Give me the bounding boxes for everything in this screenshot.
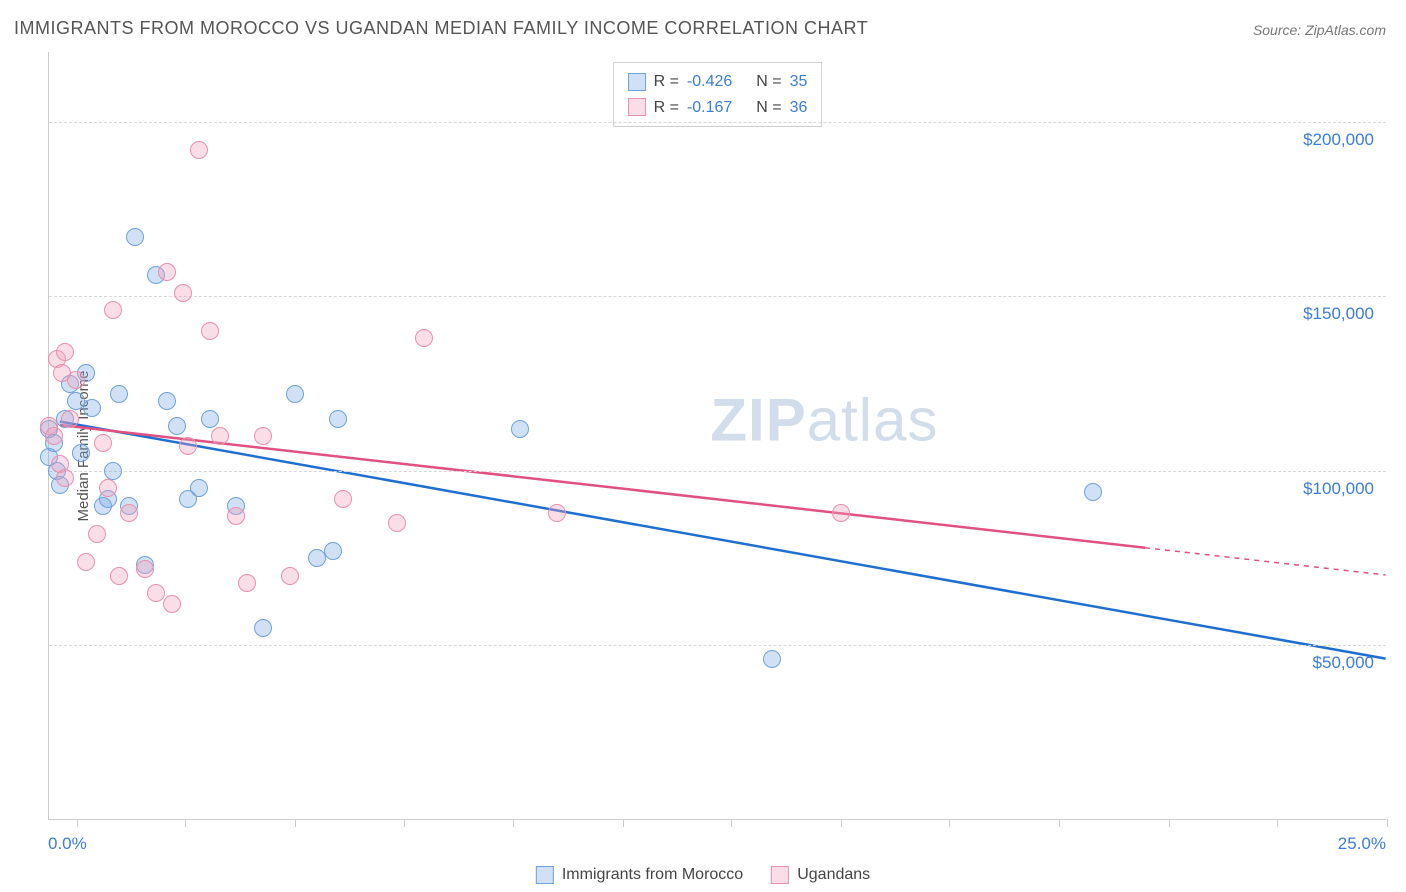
watermark-rest: atlas [807, 387, 939, 454]
data-point-ugandans [147, 584, 165, 602]
chart-title: IMMIGRANTS FROM MOROCCO VS UGANDAN MEDIA… [14, 18, 868, 39]
legend-swatch-ugandans [628, 98, 646, 116]
data-point-ugandans [163, 595, 181, 613]
data-point-morocco [254, 619, 272, 637]
x-tick [185, 819, 186, 827]
data-point-ugandans [238, 574, 256, 592]
data-point-morocco [126, 228, 144, 246]
trendlines-svg [49, 52, 1386, 819]
data-point-ugandans [254, 427, 272, 445]
data-point-ugandans [190, 141, 208, 159]
watermark-text: ZIPatlas [710, 386, 938, 455]
legend-item-ugandans: Ugandans [771, 866, 870, 884]
data-point-ugandans [61, 410, 79, 428]
r-value-morocco: -0.426 [687, 69, 732, 95]
data-point-ugandans [120, 504, 138, 522]
x-tick [1277, 819, 1278, 827]
data-point-ugandans [77, 553, 95, 571]
data-point-ugandans [174, 284, 192, 302]
data-point-morocco [168, 417, 186, 435]
gridline-horizontal [49, 645, 1386, 646]
legend-swatch-ugandans [771, 866, 789, 884]
legend-correlation-box: R = -0.426 N = 35 R = -0.167 N = 36 [613, 62, 823, 127]
legend-label-morocco: Immigrants from Morocco [562, 866, 743, 884]
data-point-ugandans [99, 479, 117, 497]
data-point-ugandans [110, 567, 128, 585]
watermark-bold: ZIP [710, 387, 806, 454]
gridline-horizontal [49, 471, 1386, 472]
data-point-ugandans [548, 504, 566, 522]
data-point-morocco [72, 444, 90, 462]
data-point-morocco [324, 542, 342, 560]
n-value-morocco: 35 [790, 69, 808, 95]
x-tick [1169, 819, 1170, 827]
y-tick-label: $200,000 [1303, 130, 1374, 150]
data-point-ugandans [67, 371, 85, 389]
x-tick [841, 819, 842, 827]
source-value: ZipAtlas.com [1305, 22, 1386, 38]
x-axis-end-label: 25.0% [1338, 834, 1386, 854]
legend-series-box: Immigrants from Morocco Ugandans [536, 866, 870, 884]
data-point-ugandans [104, 301, 122, 319]
y-tick-label: $150,000 [1303, 304, 1374, 324]
data-point-morocco [329, 410, 347, 428]
data-point-ugandans [45, 427, 63, 445]
x-tick [731, 819, 732, 827]
gridline-horizontal [49, 296, 1386, 297]
legend-row-morocco: R = -0.426 N = 35 [628, 69, 808, 95]
source-label: Source: [1253, 22, 1305, 38]
plot-area: ZIPatlas R = -0.426 N = 35 R = -0.167 N … [48, 52, 1386, 820]
data-point-ugandans [94, 434, 112, 452]
data-point-morocco [83, 399, 101, 417]
data-point-ugandans [415, 329, 433, 347]
r-value-ugandans: -0.167 [687, 95, 732, 121]
chart-source: Source: ZipAtlas.com [1253, 22, 1386, 38]
data-point-ugandans [201, 322, 219, 340]
data-point-morocco [190, 479, 208, 497]
legend-item-morocco: Immigrants from Morocco [536, 866, 743, 884]
r-label: R = [654, 69, 679, 95]
data-point-ugandans [227, 507, 245, 525]
x-tick [1059, 819, 1060, 827]
x-tick [1387, 819, 1388, 827]
y-tick-label: $50,000 [1313, 653, 1374, 673]
x-tick [623, 819, 624, 827]
data-point-ugandans [56, 343, 74, 361]
gridline-horizontal [49, 122, 1386, 123]
data-point-morocco [763, 650, 781, 668]
x-tick [77, 819, 78, 827]
n-value-ugandans: 36 [790, 95, 808, 121]
x-tick [295, 819, 296, 827]
data-point-ugandans [334, 490, 352, 508]
legend-swatch-morocco [628, 73, 646, 91]
chart-container: IMMIGRANTS FROM MOROCCO VS UGANDAN MEDIA… [0, 0, 1406, 892]
data-point-morocco [1084, 483, 1102, 501]
data-point-morocco [110, 385, 128, 403]
y-tick-label: $100,000 [1303, 479, 1374, 499]
x-tick [949, 819, 950, 827]
legend-label-ugandans: Ugandans [797, 866, 870, 884]
x-axis-start-label: 0.0% [48, 834, 87, 854]
data-point-ugandans [158, 263, 176, 281]
data-point-morocco [201, 410, 219, 428]
legend-row-ugandans: R = -0.167 N = 36 [628, 95, 808, 121]
data-point-morocco [158, 392, 176, 410]
r-label: R = [654, 95, 679, 121]
data-point-ugandans [179, 437, 197, 455]
data-point-ugandans [88, 525, 106, 543]
data-point-morocco [511, 420, 529, 438]
n-label: N = [756, 95, 781, 121]
data-point-morocco [286, 385, 304, 403]
n-label: N = [756, 69, 781, 95]
data-point-ugandans [388, 514, 406, 532]
data-point-ugandans [832, 504, 850, 522]
legend-swatch-morocco [536, 866, 554, 884]
data-point-ugandans [56, 469, 74, 487]
data-point-ugandans [211, 427, 229, 445]
data-point-morocco [104, 462, 122, 480]
data-point-ugandans [281, 567, 299, 585]
data-point-ugandans [136, 560, 154, 578]
x-tick [404, 819, 405, 827]
x-tick [513, 819, 514, 827]
